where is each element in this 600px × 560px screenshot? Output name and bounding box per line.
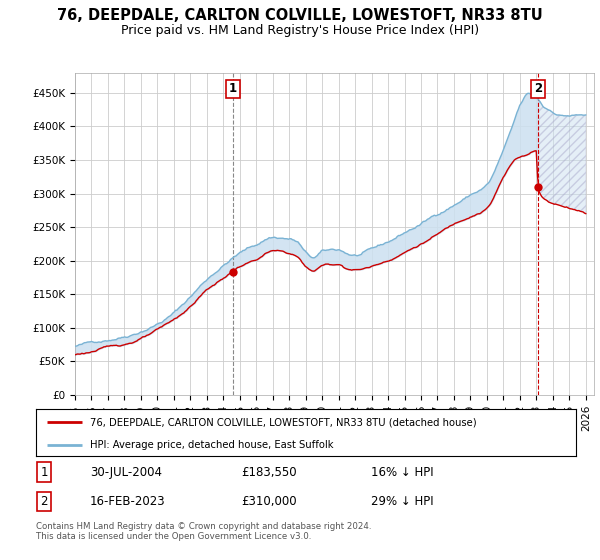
Text: Contains HM Land Registry data © Crown copyright and database right 2024.
This d: Contains HM Land Registry data © Crown c… <box>36 522 371 542</box>
Text: 29% ↓ HPI: 29% ↓ HPI <box>371 495 433 508</box>
Text: 76, DEEPDALE, CARLTON COLVILLE, LOWESTOFT, NR33 8TU: 76, DEEPDALE, CARLTON COLVILLE, LOWESTOF… <box>57 8 543 24</box>
Text: 2: 2 <box>534 82 542 95</box>
Text: 2: 2 <box>40 495 48 508</box>
Text: 1: 1 <box>229 82 237 95</box>
Text: £310,000: £310,000 <box>241 495 297 508</box>
Text: 16% ↓ HPI: 16% ↓ HPI <box>371 465 433 479</box>
Text: HPI: Average price, detached house, East Suffolk: HPI: Average price, detached house, East… <box>90 440 334 450</box>
Text: 76, DEEPDALE, CARLTON COLVILLE, LOWESTOFT, NR33 8TU (detached house): 76, DEEPDALE, CARLTON COLVILLE, LOWESTOF… <box>90 417 476 427</box>
Text: £183,550: £183,550 <box>241 465 297 479</box>
Text: 30-JUL-2004: 30-JUL-2004 <box>90 465 162 479</box>
Text: 1: 1 <box>40 465 48 479</box>
Text: Price paid vs. HM Land Registry's House Price Index (HPI): Price paid vs. HM Land Registry's House … <box>121 24 479 36</box>
Text: 16-FEB-2023: 16-FEB-2023 <box>90 495 166 508</box>
